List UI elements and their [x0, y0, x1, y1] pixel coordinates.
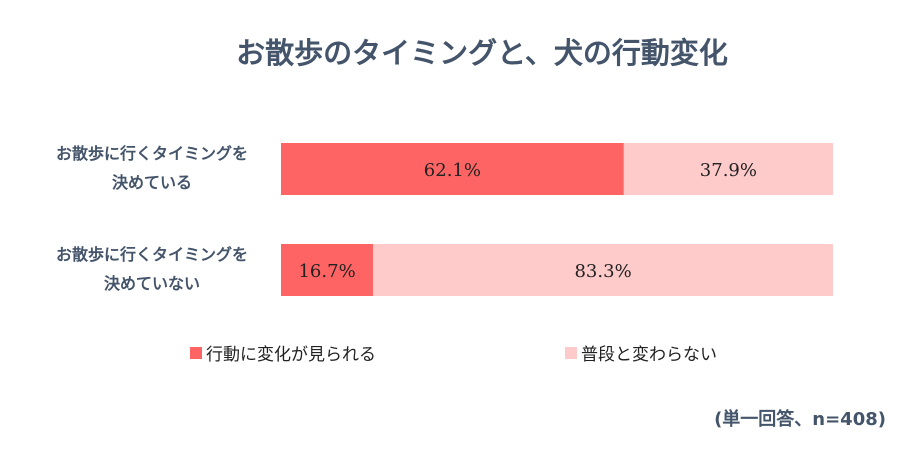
legend-label: 普段と変わらない [581, 345, 717, 365]
legend-label: 行動に変化が見られる [206, 345, 376, 365]
category-label: お散歩に行くタイミングを [56, 245, 248, 264]
bar-value-label: 62.1% [424, 160, 481, 181]
bar-segment [623, 143, 833, 195]
category-label: お散歩に行くタイミングを [56, 144, 248, 163]
legend-swatch [565, 347, 577, 359]
bar-segment [281, 143, 624, 195]
category-label: 決めている [112, 173, 192, 192]
bar-value-label: 83.3% [574, 261, 631, 282]
category-label: 決めていない [104, 274, 200, 293]
bar-segment [281, 244, 374, 296]
sample-note: (単一回答、n=408) [714, 408, 886, 430]
chart-title: お散歩のタイミングと、犬の行動変化 [236, 36, 728, 70]
bar-value-label: 37.9% [700, 160, 757, 181]
bar-value-label: 16.7% [298, 261, 355, 282]
legend-swatch [190, 347, 202, 359]
legend: 行動に変化が見られる 普段と変わらない [190, 345, 717, 365]
bar-segment [373, 244, 833, 296]
